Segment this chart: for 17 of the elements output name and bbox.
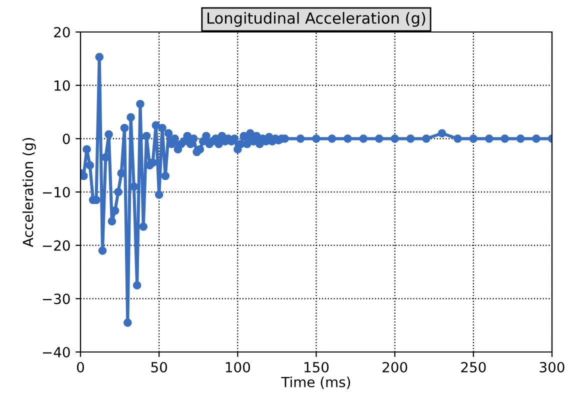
x-tick-label: 300 xyxy=(540,362,564,372)
chart-title: Longitudinal Acceleration (g) xyxy=(208,12,426,27)
x-tick-label: 250 xyxy=(461,362,486,372)
y-axis-title: Acceleration (g) xyxy=(22,138,36,248)
x-tick-label: 50 xyxy=(151,362,167,372)
x-tick-label: 150 xyxy=(304,362,329,372)
x-tick-label: 200 xyxy=(382,362,408,372)
y-tick-label: 20 xyxy=(54,26,70,38)
x-axis-title: Time (ms) xyxy=(281,376,350,389)
y-tick-label: −20 xyxy=(42,240,70,251)
x-tick-label: 0 xyxy=(76,362,84,372)
y-tick-label: 0 xyxy=(62,134,70,144)
y-tick-label: −40 xyxy=(42,346,70,358)
y-tick-label: −10 xyxy=(42,186,70,198)
y-tick-label: 10 xyxy=(54,80,70,91)
y-tick-label: −30 xyxy=(42,294,70,304)
x-tick-label: 100 xyxy=(226,362,250,372)
